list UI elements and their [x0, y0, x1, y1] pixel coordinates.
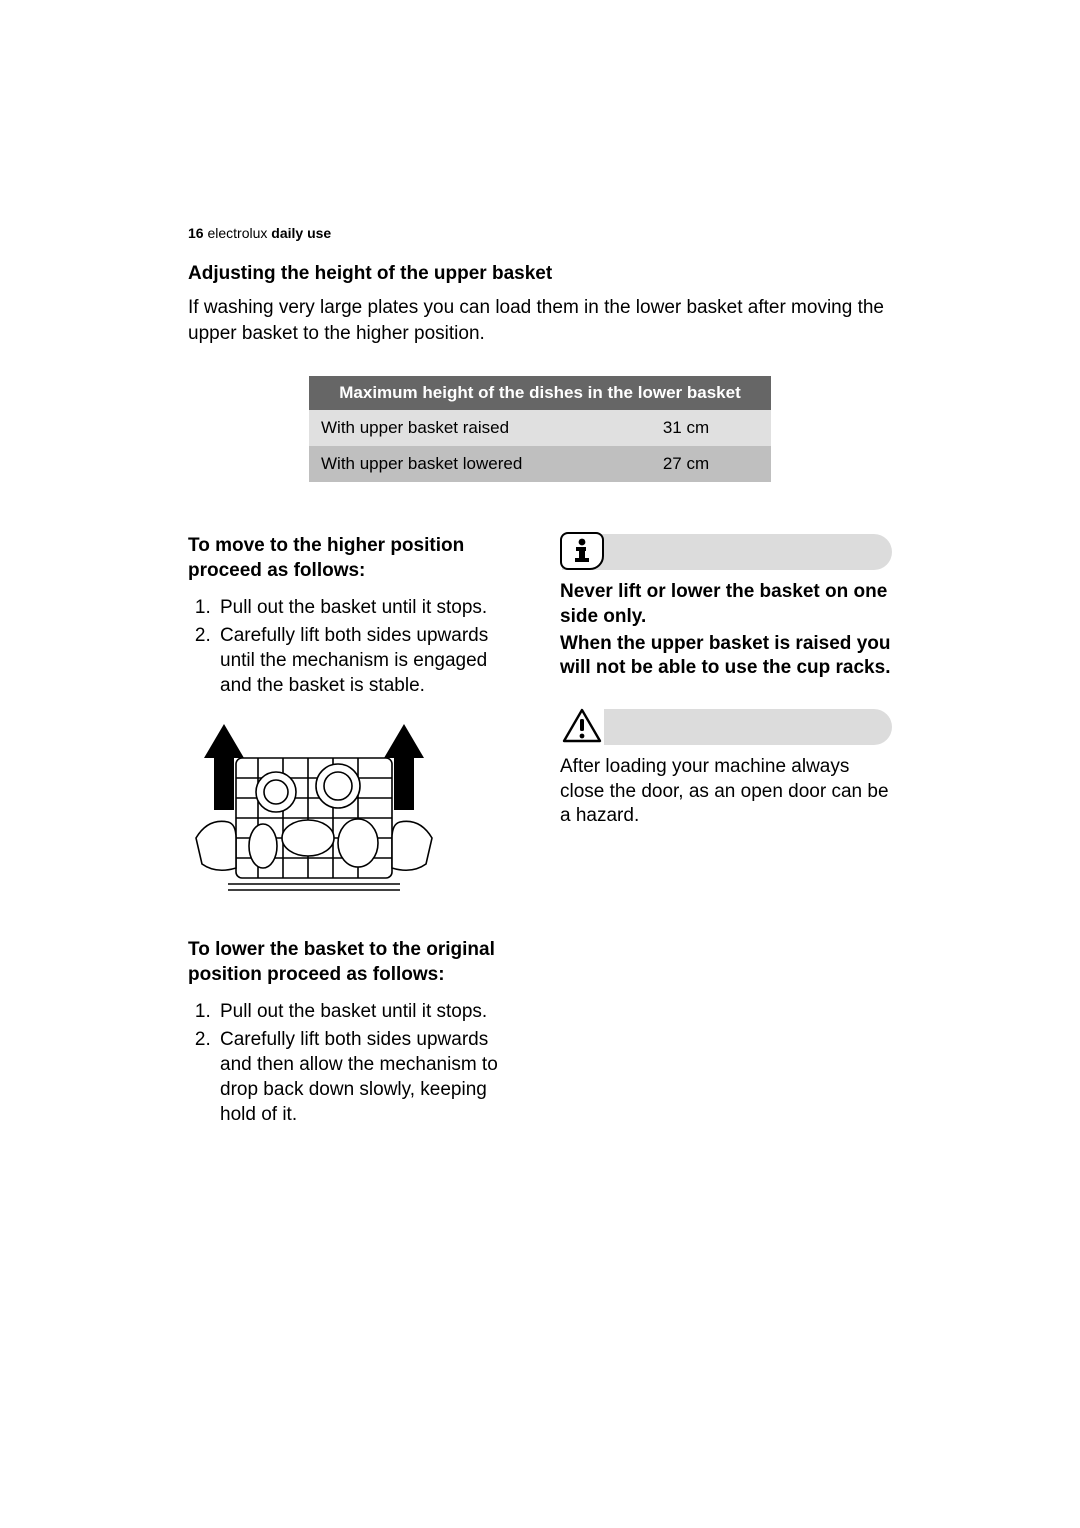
info-line-2: When the upper basket is raised you will… — [560, 632, 892, 681]
info-line-1: Never lift or lower the basket on one si… — [560, 580, 892, 629]
table-row: With upper basket lowered 27 cm — [309, 446, 771, 482]
warning-text: After loading your machine always close … — [560, 755, 892, 829]
callout-bar — [562, 709, 892, 745]
page-header: 16 electrolux daily use — [188, 225, 892, 241]
table-cell-label: With upper basket lowered — [309, 446, 601, 482]
info-callout: Never lift or lower the basket on one si… — [560, 534, 892, 681]
page-number: 16 — [188, 225, 204, 241]
table-header: Maximum height of the dishes in the lowe… — [309, 376, 771, 410]
lower-procedure-title: To lower the basket to the original posi… — [188, 938, 520, 987]
table-cell-value: 27 cm — [601, 446, 771, 482]
brand-name: electrolux — [207, 225, 267, 241]
callout-bar — [562, 534, 892, 570]
right-column: Never lift or lower the basket on one si… — [560, 534, 892, 1147]
table-row: With upper basket raised 31 cm — [309, 410, 771, 446]
table-cell-value: 31 cm — [601, 410, 771, 446]
intro-paragraph: If washing very large plates you can loa… — [188, 295, 892, 346]
section-title: Adjusting the height of the upper basket — [188, 263, 892, 285]
step-item: Pull out the basket until it stops. — [216, 596, 520, 621]
header-section: daily use — [271, 225, 331, 241]
raise-procedure-title: To move to the higher position proceed a… — [188, 534, 520, 583]
lower-steps: Pull out the basket until it stops. Care… — [188, 1000, 520, 1127]
basket-lift-diagram — [188, 718, 520, 914]
step-item: Pull out the basket until it stops. — [216, 1000, 520, 1025]
warning-text-block: After loading your machine always close … — [560, 755, 892, 829]
warning-icon — [560, 707, 604, 745]
content-columns: To move to the higher position proceed a… — [188, 534, 892, 1147]
basket-lift-illustration-icon — [188, 718, 440, 908]
step-item: Carefully lift both sides upwards and th… — [216, 1028, 520, 1127]
step-item: Carefully lift both sides upwards until … — [216, 624, 520, 698]
table-cell-label: With upper basket raised — [309, 410, 601, 446]
manual-page: 16 electrolux daily use Adjusting the he… — [0, 0, 1080, 1147]
warning-callout: After loading your machine always close … — [560, 709, 892, 829]
raise-steps: Pull out the basket until it stops. Care… — [188, 596, 520, 699]
info-icon — [560, 532, 604, 570]
info-text: Never lift or lower the basket on one si… — [560, 580, 892, 681]
height-table: Maximum height of the dishes in the lowe… — [309, 376, 771, 482]
left-column: To move to the higher position proceed a… — [188, 534, 520, 1147]
